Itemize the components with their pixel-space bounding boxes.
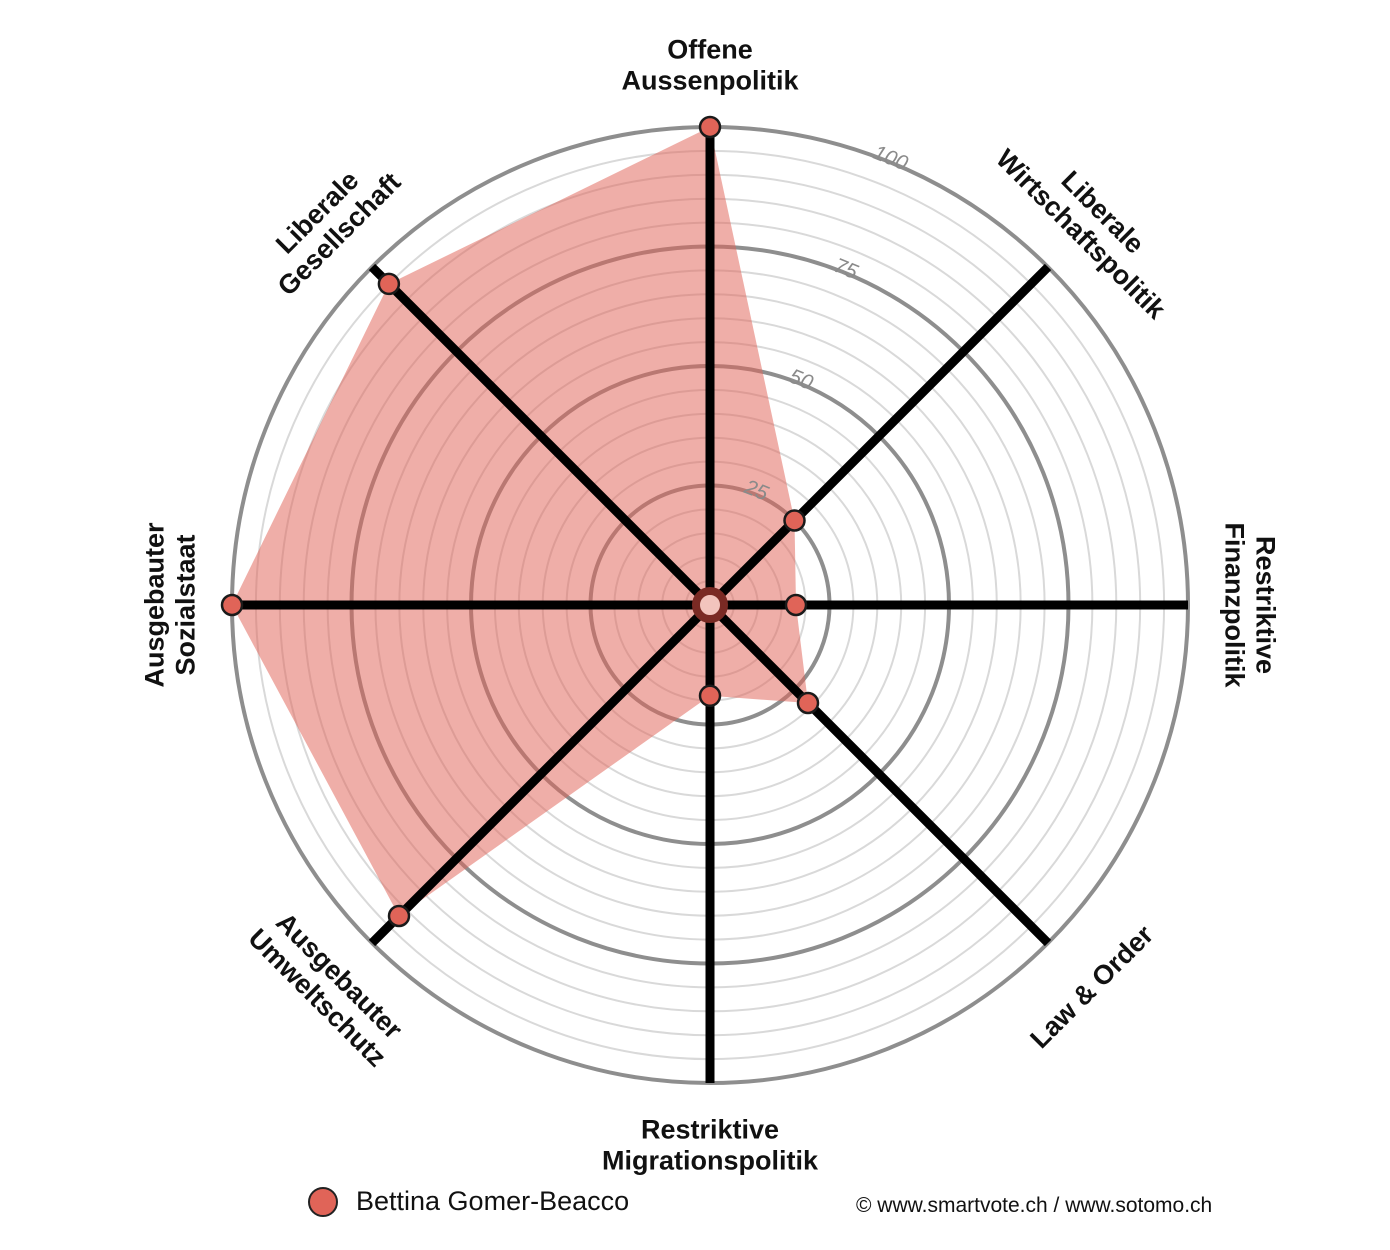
legend: Bettina Gomer-Beacco — [308, 1186, 629, 1217]
axis-spoke — [368, 601, 714, 947]
data-point — [783, 509, 806, 532]
data-point — [387, 904, 411, 928]
data-point — [796, 691, 820, 715]
center-hub — [692, 587, 728, 623]
axis-label-line: Migrationspolitik — [602, 1146, 819, 1176]
copyright-text: © www.smartvote.ch / www.sotomo.ch — [856, 1194, 1213, 1217]
axis-label-line: Ausgebauter — [140, 522, 170, 688]
axis-label-line: Restriktive — [641, 1115, 779, 1145]
series-area — [232, 127, 808, 916]
axis-spoke — [706, 601, 1052, 947]
axis-label: RestriktiveFinanzpolitik — [1220, 523, 1281, 689]
axis-label: Offene Aussenpolitik — [621, 35, 799, 96]
legend-marker — [308, 1186, 338, 1217]
axis-label-line: Restriktive — [1251, 536, 1281, 674]
data-point — [220, 593, 244, 617]
axis-spoke — [368, 263, 714, 609]
data-points — [220, 115, 820, 928]
data-area-layer — [232, 127, 808, 916]
data-point — [698, 684, 722, 708]
axis-spoke — [706, 263, 1052, 609]
axis-label-line: Offene — [667, 35, 753, 65]
data-point — [377, 272, 401, 296]
data-point — [698, 115, 722, 139]
axis-label-line: Sozialstaat — [171, 534, 201, 675]
axis-label: Restriktive Migrationspolitik — [602, 1115, 819, 1176]
legend-label: Bettina Gomer-Beacco — [356, 1186, 630, 1216]
data-point — [784, 593, 808, 617]
axis-label: AusgebauterSozialstaat — [140, 522, 201, 688]
axis-label-line: Finanzpolitik — [1220, 523, 1250, 689]
axis-label-line: Aussenpolitik — [621, 66, 799, 96]
